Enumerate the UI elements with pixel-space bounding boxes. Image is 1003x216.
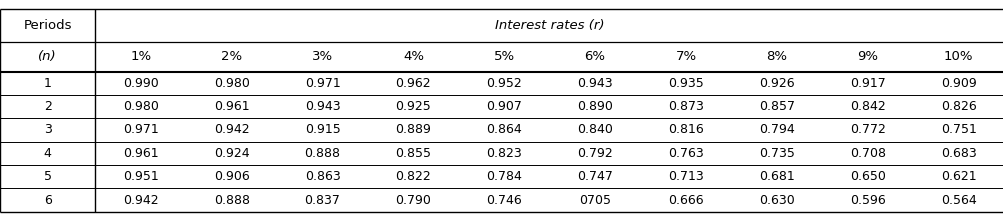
Text: 0.650: 0.650 xyxy=(849,170,885,183)
Text: 0.751: 0.751 xyxy=(940,124,976,137)
Text: 6%: 6% xyxy=(584,50,605,63)
Text: 0.924: 0.924 xyxy=(214,147,249,160)
Text: 6: 6 xyxy=(44,194,51,206)
Text: 0.990: 0.990 xyxy=(122,77,158,90)
Text: 0.906: 0.906 xyxy=(214,170,250,183)
Text: 0.971: 0.971 xyxy=(122,124,158,137)
Text: 0.980: 0.980 xyxy=(122,100,158,113)
Text: 0.746: 0.746 xyxy=(485,194,522,206)
Text: 0.790: 0.790 xyxy=(395,194,431,206)
Text: 2%: 2% xyxy=(221,50,242,63)
Text: 0.794: 0.794 xyxy=(758,124,794,137)
Text: 1: 1 xyxy=(44,77,51,90)
Text: 0.864: 0.864 xyxy=(485,124,522,137)
Text: 0.681: 0.681 xyxy=(758,170,794,183)
Text: (n): (n) xyxy=(38,50,57,63)
Text: 2: 2 xyxy=(44,100,51,113)
Text: 1%: 1% xyxy=(130,50,151,63)
Text: 3: 3 xyxy=(44,124,51,137)
Text: 0.962: 0.962 xyxy=(395,77,430,90)
Text: 0.915: 0.915 xyxy=(304,124,340,137)
Text: 5: 5 xyxy=(44,170,51,183)
Text: 0.888: 0.888 xyxy=(214,194,250,206)
Text: 3%: 3% xyxy=(312,50,333,63)
Text: 0.889: 0.889 xyxy=(395,124,431,137)
Text: 8%: 8% xyxy=(765,50,786,63)
Text: 5%: 5% xyxy=(493,50,515,63)
Text: 7%: 7% xyxy=(675,50,696,63)
Text: 0.951: 0.951 xyxy=(122,170,158,183)
Text: 0.942: 0.942 xyxy=(123,194,158,206)
Text: 0.747: 0.747 xyxy=(577,170,613,183)
Text: 0.713: 0.713 xyxy=(667,170,703,183)
Text: 0.909: 0.909 xyxy=(940,77,976,90)
Text: 0.961: 0.961 xyxy=(123,147,158,160)
Text: 0.943: 0.943 xyxy=(577,77,612,90)
Text: 0.708: 0.708 xyxy=(849,147,885,160)
Text: 0.943: 0.943 xyxy=(305,100,340,113)
Text: 0.816: 0.816 xyxy=(667,124,703,137)
Text: 0.935: 0.935 xyxy=(667,77,703,90)
Text: 0.907: 0.907 xyxy=(485,100,522,113)
Text: 0.971: 0.971 xyxy=(304,77,340,90)
Text: 0.823: 0.823 xyxy=(485,147,522,160)
Text: 0.925: 0.925 xyxy=(395,100,431,113)
Text: 4: 4 xyxy=(44,147,51,160)
Text: 0.596: 0.596 xyxy=(849,194,885,206)
Text: 0.857: 0.857 xyxy=(758,100,794,113)
Text: 0.863: 0.863 xyxy=(304,170,340,183)
Text: 0.763: 0.763 xyxy=(667,147,703,160)
Text: 0.772: 0.772 xyxy=(849,124,885,137)
Text: Periods: Periods xyxy=(23,19,72,32)
Text: 0.792: 0.792 xyxy=(577,147,613,160)
Text: 0.888: 0.888 xyxy=(304,147,340,160)
Text: 0705: 0705 xyxy=(579,194,611,206)
Text: 0.952: 0.952 xyxy=(485,77,522,90)
Text: 0.855: 0.855 xyxy=(395,147,431,160)
Text: 0.784: 0.784 xyxy=(485,170,522,183)
Text: 0.621: 0.621 xyxy=(940,170,975,183)
Text: 0.942: 0.942 xyxy=(214,124,249,137)
Text: 0.683: 0.683 xyxy=(940,147,976,160)
Text: 0.837: 0.837 xyxy=(304,194,340,206)
Text: 0.980: 0.980 xyxy=(214,77,250,90)
Text: 9%: 9% xyxy=(857,50,878,63)
Text: 0.630: 0.630 xyxy=(758,194,794,206)
Text: 0.666: 0.666 xyxy=(668,194,703,206)
Text: 0.822: 0.822 xyxy=(395,170,431,183)
Text: 0.873: 0.873 xyxy=(667,100,703,113)
Text: 0.826: 0.826 xyxy=(940,100,976,113)
Text: 4%: 4% xyxy=(402,50,423,63)
Text: 0.961: 0.961 xyxy=(214,100,249,113)
Text: 0.842: 0.842 xyxy=(849,100,885,113)
Text: 10%: 10% xyxy=(943,50,972,63)
Text: 0.926: 0.926 xyxy=(758,77,793,90)
Text: 0.564: 0.564 xyxy=(940,194,976,206)
Text: 0.890: 0.890 xyxy=(577,100,613,113)
Text: 0.840: 0.840 xyxy=(577,124,613,137)
Text: 0.917: 0.917 xyxy=(849,77,885,90)
Text: 0.735: 0.735 xyxy=(758,147,794,160)
Text: Interest rates (r): Interest rates (r) xyxy=(494,19,604,32)
